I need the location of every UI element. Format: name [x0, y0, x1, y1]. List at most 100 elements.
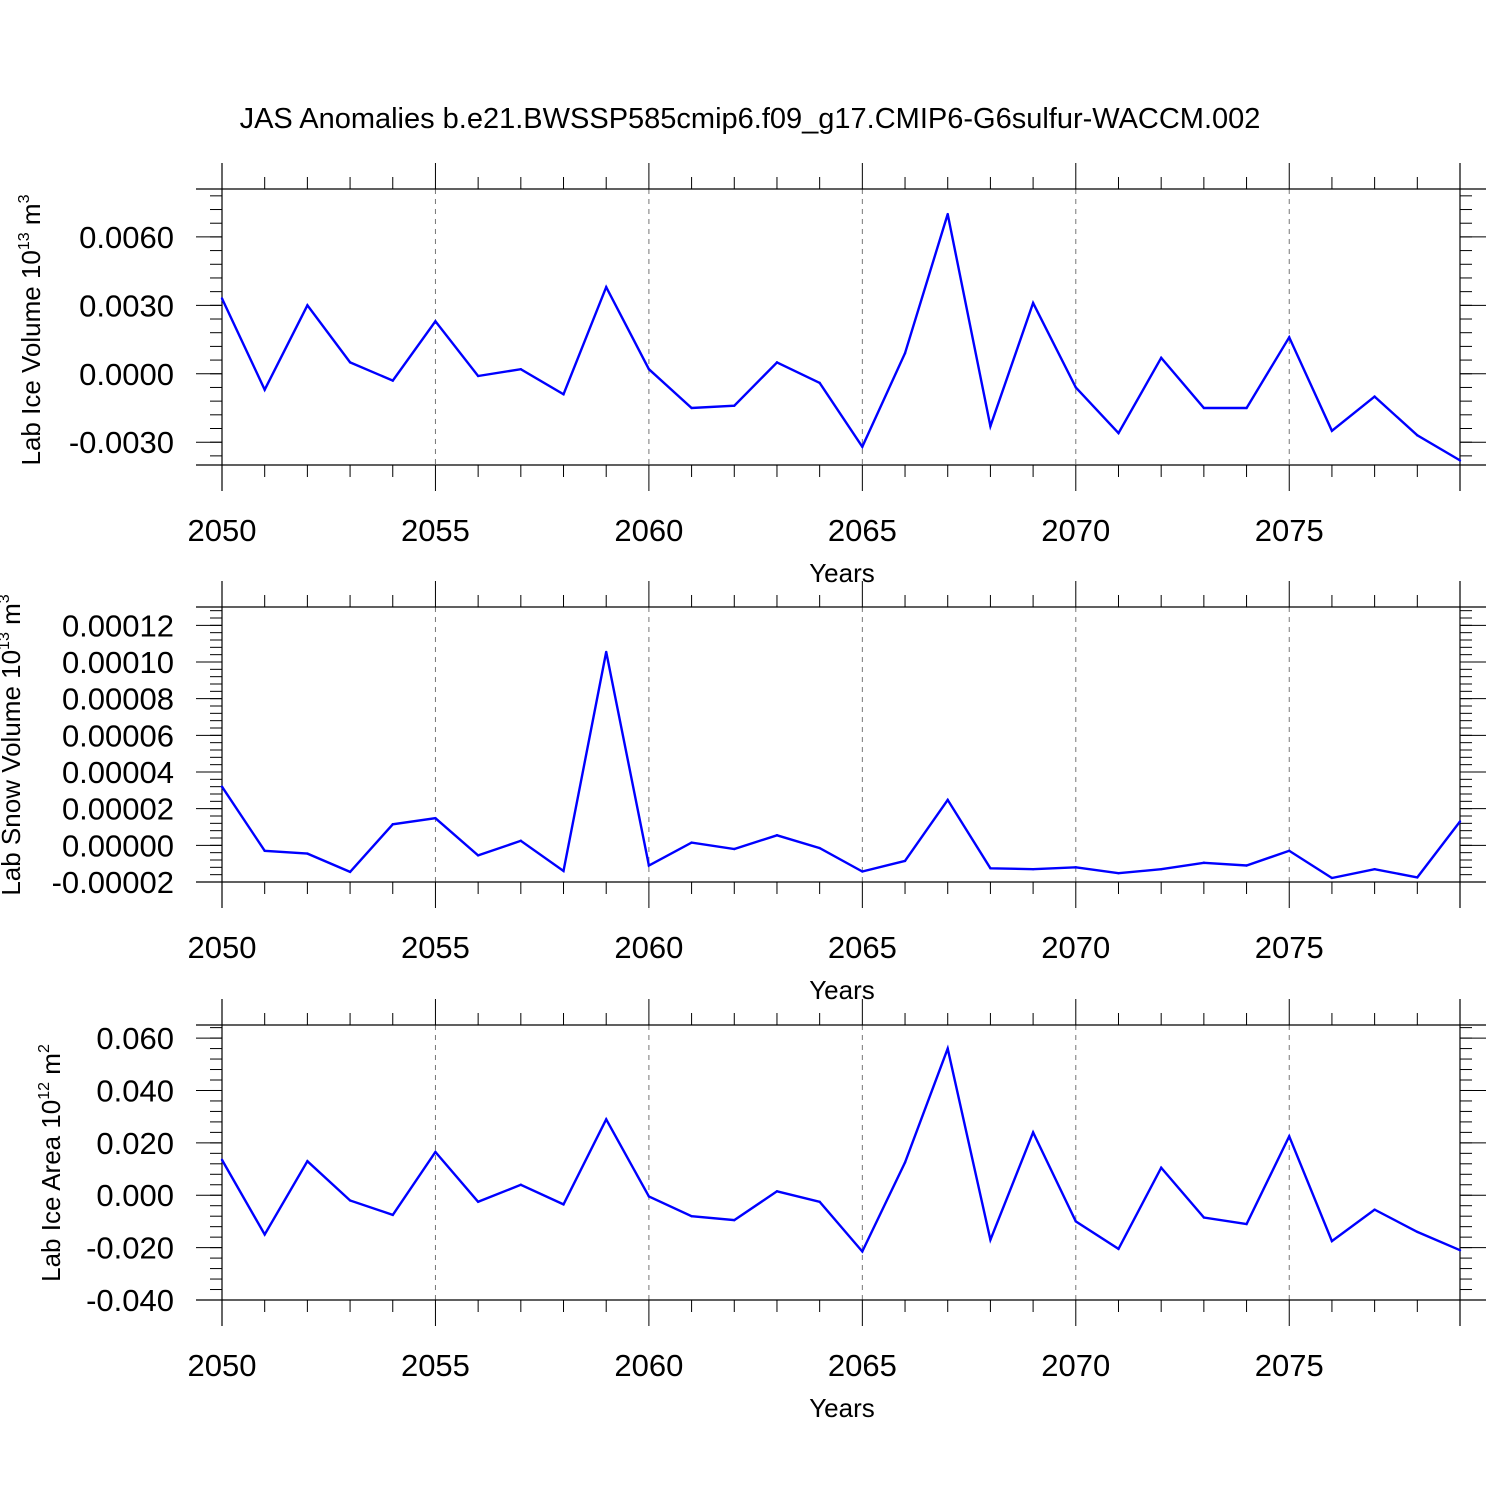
data-point	[391, 823, 394, 826]
data-point	[861, 445, 864, 448]
data-points	[220, 1047, 1462, 1253]
data-point	[1373, 395, 1376, 398]
data-point	[1330, 1239, 1334, 1243]
data-point	[391, 379, 394, 382]
y-tick-label: 0.00004	[62, 755, 174, 790]
panels: 2050 2055 2060 2065 2070 2075 Years -0.0030 0.00…	[0, 163, 1486, 1423]
data-point	[903, 352, 907, 355]
y-axis-title-unit: m	[36, 1053, 66, 1075]
data-point	[519, 839, 523, 842]
data-point	[1202, 861, 1206, 864]
y-axis-title-unit-exponent: 3	[16, 194, 33, 203]
y-tick-label: -0.020	[86, 1231, 174, 1266]
x-tick-label: 2060	[614, 930, 683, 965]
data-point	[1074, 1220, 1077, 1223]
data-point	[605, 650, 608, 654]
data-point	[1416, 434, 1419, 437]
x-tick-label: 2055	[401, 1348, 470, 1383]
axes-frame	[196, 999, 1486, 1326]
panel-2: 2050 2055 2060 2065 2070 2075Years-0.000020.0…	[0, 581, 1486, 1005]
data-point	[434, 817, 437, 820]
data-point	[220, 785, 224, 788]
x-axis-title: Years	[809, 558, 875, 588]
y-tick-label: 0.060	[96, 1021, 174, 1056]
data-point	[1288, 849, 1291, 853]
data-point	[1330, 429, 1334, 432]
data-point	[861, 1250, 864, 1253]
data-point	[1031, 1131, 1035, 1134]
y-tick-label: 0.0000	[79, 357, 174, 392]
x-tick-label: 2050	[188, 1348, 257, 1383]
data-point	[434, 1150, 437, 1154]
data-point	[1117, 872, 1120, 875]
y-tick-label: 0.0060	[79, 220, 174, 255]
data-point	[1373, 1208, 1376, 1211]
data-point	[605, 1118, 608, 1121]
data-point	[1031, 867, 1035, 871]
axes-frame	[196, 163, 1486, 491]
series-line	[220, 213, 1461, 462]
data-point	[306, 852, 309, 855]
data-point	[690, 841, 693, 844]
y-tick-label: 0.000	[96, 1178, 174, 1213]
data-point	[1416, 1230, 1419, 1234]
data-point	[1117, 431, 1120, 435]
data-point	[989, 425, 992, 428]
data-point	[1288, 1135, 1291, 1138]
y-axis-title-text: Lab Ice Volume 10	[16, 250, 46, 465]
data-point	[946, 798, 949, 802]
data-point	[647, 1195, 651, 1198]
x-tick-label: 2075	[1255, 930, 1324, 965]
y-tick-label: -0.040	[86, 1283, 174, 1318]
data-point	[1202, 406, 1206, 410]
y-axis-title-text: Lab Snow Volume 10	[0, 650, 26, 896]
x-tick-label: 2070	[1041, 930, 1110, 965]
y-axis-title-exponent: 13	[0, 632, 13, 650]
data-point	[220, 297, 224, 300]
data-point	[1202, 1216, 1206, 1219]
y-tick-label: 0.040	[96, 1073, 174, 1108]
chart-title: JAS Anomalies b.e21.BWSSP585cmip6.f09_g1…	[240, 103, 1261, 135]
data-point	[1074, 386, 1077, 389]
data-point	[1159, 1166, 1163, 1169]
data-point	[476, 854, 480, 857]
data-point	[1416, 876, 1419, 879]
data-point	[818, 381, 821, 385]
data-point	[519, 1183, 523, 1186]
data-point	[605, 285, 608, 289]
series-line	[220, 1044, 1461, 1254]
data-point	[519, 367, 523, 371]
data-point	[946, 1047, 949, 1050]
data-point	[1458, 1249, 1462, 1252]
data-point	[263, 849, 266, 853]
data-point	[1159, 356, 1163, 359]
data-point	[1074, 866, 1077, 869]
data-point	[562, 393, 565, 396]
data-point	[903, 1161, 907, 1164]
data-point	[348, 361, 352, 364]
y-tick-label: 0.00012	[62, 608, 174, 643]
y-axis-title-space	[36, 1075, 66, 1082]
y-axis-title-unit-exponent: 2	[36, 1044, 53, 1053]
data-point	[946, 212, 949, 216]
y-axis-title: Lab Ice Volume 1013 m3	[16, 194, 46, 465]
y-tick-label: 0.00002	[62, 792, 174, 827]
panel-3: 2050 2055 2060 2065 2070 2075 Years -0.040 -0.02…	[36, 999, 1486, 1423]
data-point	[690, 406, 693, 410]
data-point	[1245, 406, 1248, 410]
y-axis-title: Lab Snow Volume 1013 m3	[0, 594, 26, 895]
y-axis-title-unit-exponent: 3	[0, 594, 13, 603]
y-axis-title-space	[0, 625, 26, 632]
x-tick-label: 2050	[188, 513, 257, 548]
x-tick-label: 2070	[1041, 513, 1110, 548]
y-axis-title-text: Lab Ice Area 10	[36, 1100, 66, 1282]
y-tick-label: 0.00008	[62, 682, 174, 717]
data-point	[775, 361, 779, 364]
x-tick-label: 2075	[1255, 1348, 1324, 1383]
data-point	[733, 404, 736, 407]
data-point	[1330, 876, 1334, 880]
x-tick-label: 2060	[614, 1348, 683, 1383]
data-point	[818, 846, 821, 850]
y-axis-title-unit: m	[16, 203, 46, 225]
